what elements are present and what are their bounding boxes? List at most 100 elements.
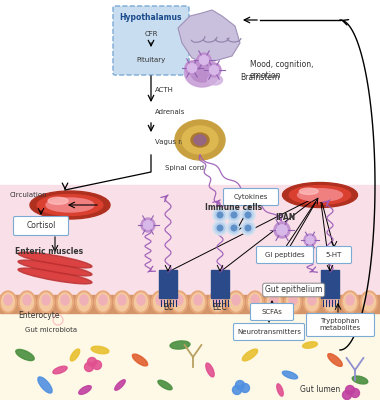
Ellipse shape xyxy=(38,377,52,393)
Ellipse shape xyxy=(173,293,185,311)
Bar xyxy=(0,305,380,400)
Circle shape xyxy=(217,225,223,231)
Ellipse shape xyxy=(48,197,68,204)
Ellipse shape xyxy=(133,291,149,313)
FancyBboxPatch shape xyxy=(113,6,189,75)
Ellipse shape xyxy=(40,293,52,311)
Circle shape xyxy=(215,223,225,233)
Ellipse shape xyxy=(363,293,375,311)
Text: Mood, cognition,
emotion: Mood, cognition, emotion xyxy=(250,60,314,80)
Circle shape xyxy=(185,61,199,75)
Circle shape xyxy=(143,220,152,230)
Ellipse shape xyxy=(99,295,107,305)
Text: CFR: CFR xyxy=(144,31,158,37)
Bar xyxy=(159,270,177,298)
Bar xyxy=(321,270,339,298)
Bar xyxy=(0,0,380,185)
FancyBboxPatch shape xyxy=(256,246,313,264)
Ellipse shape xyxy=(242,349,258,361)
Ellipse shape xyxy=(209,291,225,313)
Ellipse shape xyxy=(298,189,342,201)
Ellipse shape xyxy=(154,293,166,311)
Text: Enteric muscles: Enteric muscles xyxy=(15,248,83,256)
Circle shape xyxy=(215,210,225,220)
Circle shape xyxy=(229,210,239,220)
Ellipse shape xyxy=(270,295,278,305)
Ellipse shape xyxy=(344,293,356,311)
Ellipse shape xyxy=(213,295,221,305)
Ellipse shape xyxy=(135,293,147,311)
Ellipse shape xyxy=(79,386,91,394)
Ellipse shape xyxy=(152,291,168,313)
Ellipse shape xyxy=(114,291,130,313)
Ellipse shape xyxy=(194,135,206,145)
Circle shape xyxy=(84,362,93,372)
Ellipse shape xyxy=(0,291,16,313)
Ellipse shape xyxy=(16,350,34,360)
Circle shape xyxy=(227,221,241,235)
Ellipse shape xyxy=(158,380,172,390)
Circle shape xyxy=(231,212,237,218)
Bar xyxy=(211,270,229,298)
Ellipse shape xyxy=(289,186,351,204)
Circle shape xyxy=(197,53,211,67)
Circle shape xyxy=(217,212,223,218)
Ellipse shape xyxy=(287,293,299,311)
Ellipse shape xyxy=(352,376,368,384)
Circle shape xyxy=(241,384,250,392)
Ellipse shape xyxy=(282,371,298,379)
FancyBboxPatch shape xyxy=(233,324,304,340)
Circle shape xyxy=(304,234,316,246)
Circle shape xyxy=(274,222,290,238)
Ellipse shape xyxy=(118,295,126,305)
Text: GI peptides: GI peptides xyxy=(265,252,305,258)
Ellipse shape xyxy=(299,188,318,194)
Ellipse shape xyxy=(46,198,94,212)
Circle shape xyxy=(213,221,227,235)
Ellipse shape xyxy=(185,59,220,87)
Ellipse shape xyxy=(277,384,283,396)
Ellipse shape xyxy=(59,293,71,311)
Ellipse shape xyxy=(132,354,148,366)
Ellipse shape xyxy=(308,295,316,305)
Ellipse shape xyxy=(91,346,109,354)
Circle shape xyxy=(187,64,196,72)
Ellipse shape xyxy=(4,295,12,305)
Ellipse shape xyxy=(365,295,373,305)
Text: Spinal cord: Spinal cord xyxy=(165,165,204,171)
Ellipse shape xyxy=(182,126,218,154)
Text: Cortisol: Cortisol xyxy=(26,222,56,230)
Circle shape xyxy=(141,218,155,232)
Ellipse shape xyxy=(342,291,358,313)
Ellipse shape xyxy=(2,293,14,311)
Bar xyxy=(0,295,380,313)
Circle shape xyxy=(241,221,255,235)
Ellipse shape xyxy=(42,295,50,305)
Circle shape xyxy=(241,208,255,222)
FancyBboxPatch shape xyxy=(317,246,352,264)
Ellipse shape xyxy=(116,293,128,311)
FancyBboxPatch shape xyxy=(307,314,375,336)
Circle shape xyxy=(229,223,239,233)
Ellipse shape xyxy=(170,341,190,349)
Circle shape xyxy=(243,223,253,233)
Ellipse shape xyxy=(251,295,259,305)
Text: Pituitary: Pituitary xyxy=(136,57,166,63)
Ellipse shape xyxy=(232,295,240,305)
Ellipse shape xyxy=(228,291,244,313)
Ellipse shape xyxy=(191,64,213,82)
Ellipse shape xyxy=(249,293,261,311)
Ellipse shape xyxy=(137,295,145,305)
Circle shape xyxy=(207,63,221,77)
Ellipse shape xyxy=(171,291,187,313)
Ellipse shape xyxy=(247,291,263,313)
Ellipse shape xyxy=(266,291,282,313)
Ellipse shape xyxy=(97,293,109,311)
Ellipse shape xyxy=(194,295,202,305)
Circle shape xyxy=(92,360,101,370)
Text: Neurotransmitters: Neurotransmitters xyxy=(237,329,301,335)
Text: Immune cells: Immune cells xyxy=(206,202,263,212)
Ellipse shape xyxy=(23,270,87,282)
Ellipse shape xyxy=(23,262,87,274)
Circle shape xyxy=(345,386,355,394)
